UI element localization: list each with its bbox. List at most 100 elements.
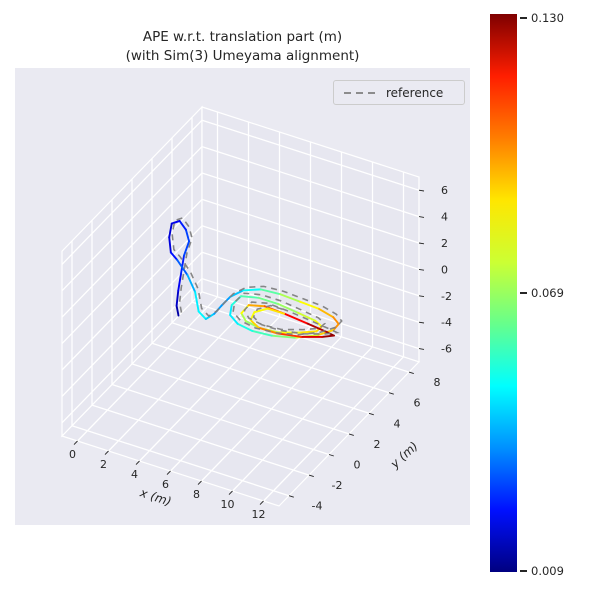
z-tick-label: 2 <box>441 237 448 250</box>
trajectory-segment <box>251 330 273 337</box>
trajectory-segment <box>204 312 216 320</box>
x-tick-label: 12 <box>252 508 266 521</box>
back-wall-grid-line <box>201 145 420 218</box>
trajectory-segment <box>297 311 317 322</box>
reference-trajectory <box>171 216 343 336</box>
colorbar-tick-bottom-label: 0.009 <box>531 564 564 578</box>
back-wall-grid-line <box>201 225 420 297</box>
z-tick-label: 6 <box>441 184 448 197</box>
left-wall-grid-line <box>61 146 203 292</box>
z-tick-label: 0 <box>441 263 448 276</box>
x-tick-label: 6 <box>162 478 169 491</box>
z-tick-label: -2 <box>441 290 452 303</box>
trajectory-segment <box>176 258 189 276</box>
z-tick-mark <box>418 295 425 298</box>
trajectory-segment <box>332 316 340 325</box>
colorbar-tick-bottom-mark <box>520 570 527 572</box>
floor-grid-line <box>151 342 370 414</box>
trajectory-segment <box>321 334 335 338</box>
left-wall-grid-line <box>61 251 203 397</box>
x-tick-label: 2 <box>100 458 107 471</box>
z-tick-label: 4 <box>441 211 448 224</box>
trajectory-segment <box>229 304 233 316</box>
left-wall-grid-line <box>61 198 203 345</box>
trajectory-segment <box>175 289 180 307</box>
left-wall-grid-line <box>61 278 203 424</box>
left-wall-grid-line <box>61 172 203 318</box>
back-wall-grid-line <box>201 251 420 323</box>
back-wall-grid-line <box>201 198 420 271</box>
trajectory-segment <box>236 322 254 332</box>
x-tick-mark <box>104 450 109 455</box>
back-wall-grid-line <box>201 119 420 191</box>
x-tick-mark <box>259 500 264 505</box>
x-tick-mark <box>135 460 140 465</box>
trajectory-segment <box>277 302 299 314</box>
legend-label-reference: reference <box>386 85 444 100</box>
trajectory-segment <box>247 304 266 308</box>
trajectory-segment <box>259 288 282 296</box>
left-wall-grid-line <box>61 225 203 371</box>
trajectory-segment <box>197 310 207 320</box>
floor-grid-line <box>131 363 350 435</box>
x-tick-label: 4 <box>131 468 138 481</box>
x-tick-mark <box>228 490 233 495</box>
colorbar-gradient <box>490 14 517 572</box>
trajectory-segment <box>170 219 181 225</box>
legend: reference <box>333 80 465 105</box>
trajectory-segment <box>284 313 309 325</box>
plot-title: APE w.r.t. translation part (m) (with Si… <box>15 28 470 66</box>
trajectory-segment <box>279 293 302 303</box>
trajectory-segment <box>257 296 279 305</box>
trajectory-segment <box>168 236 172 254</box>
x-tick-mark <box>166 470 171 475</box>
z-tick-mark <box>418 189 425 192</box>
trajectory-segment <box>242 288 262 292</box>
z-tick-mark <box>418 321 425 324</box>
trajectory-segment <box>169 251 179 261</box>
z-tick-label: -6 <box>441 343 452 356</box>
colorbar-tick-mid-mark <box>520 292 527 294</box>
trajectory-segment <box>270 334 296 339</box>
left-wall-grid-line <box>61 119 203 265</box>
y-tick-mark <box>328 454 334 457</box>
x-tick-label: 0 <box>69 448 76 461</box>
x-tick-label: 10 <box>221 498 235 511</box>
trajectory-segment <box>240 312 247 323</box>
z-tick-label: -4 <box>441 316 452 329</box>
y-tick-mark <box>388 392 394 395</box>
trajectory-segment <box>332 323 340 332</box>
trajectory-segment <box>314 319 323 328</box>
trajectory-segment <box>179 254 185 276</box>
y-tick-label: 8 <box>434 376 441 389</box>
y-tick-mark <box>408 371 414 375</box>
trajectory-segment <box>253 307 269 314</box>
trajectory-segment <box>315 329 335 337</box>
y-tick-mark <box>288 495 294 498</box>
colorbar-tick-top-mark <box>520 17 527 19</box>
reference-dashed-line-sample <box>344 91 376 94</box>
plot-title-line1: APE w.r.t. translation part (m) <box>142 29 343 45</box>
x-tick-label: 8 <box>193 488 200 501</box>
trajectory-segment <box>299 300 320 310</box>
trajectory-segment <box>194 290 200 313</box>
floor-grid-line <box>111 383 330 456</box>
trajectory-segment <box>229 314 239 325</box>
trajectory-segment <box>175 304 180 317</box>
trajectory-segment <box>240 295 260 299</box>
z-tick-mark <box>418 242 425 245</box>
y-tick-mark <box>368 412 374 416</box>
y-tick-label: -4 <box>312 500 323 513</box>
y-tick-label: 0 <box>354 459 361 472</box>
y-tick-label: 2 <box>374 438 381 451</box>
z-tick-mark <box>418 268 425 271</box>
z-tick-mark <box>418 348 425 350</box>
colorbar-tick-mid-label: 0.069 <box>531 286 564 300</box>
z-tick-mark <box>418 216 425 218</box>
floor-grid-line <box>91 404 310 476</box>
trajectory-segment <box>299 330 318 334</box>
plot-title-line2: (with Sim(3) Umeyama alignment) <box>125 48 360 64</box>
floor-grid-line <box>171 322 390 394</box>
trajectory-segment <box>318 307 335 319</box>
